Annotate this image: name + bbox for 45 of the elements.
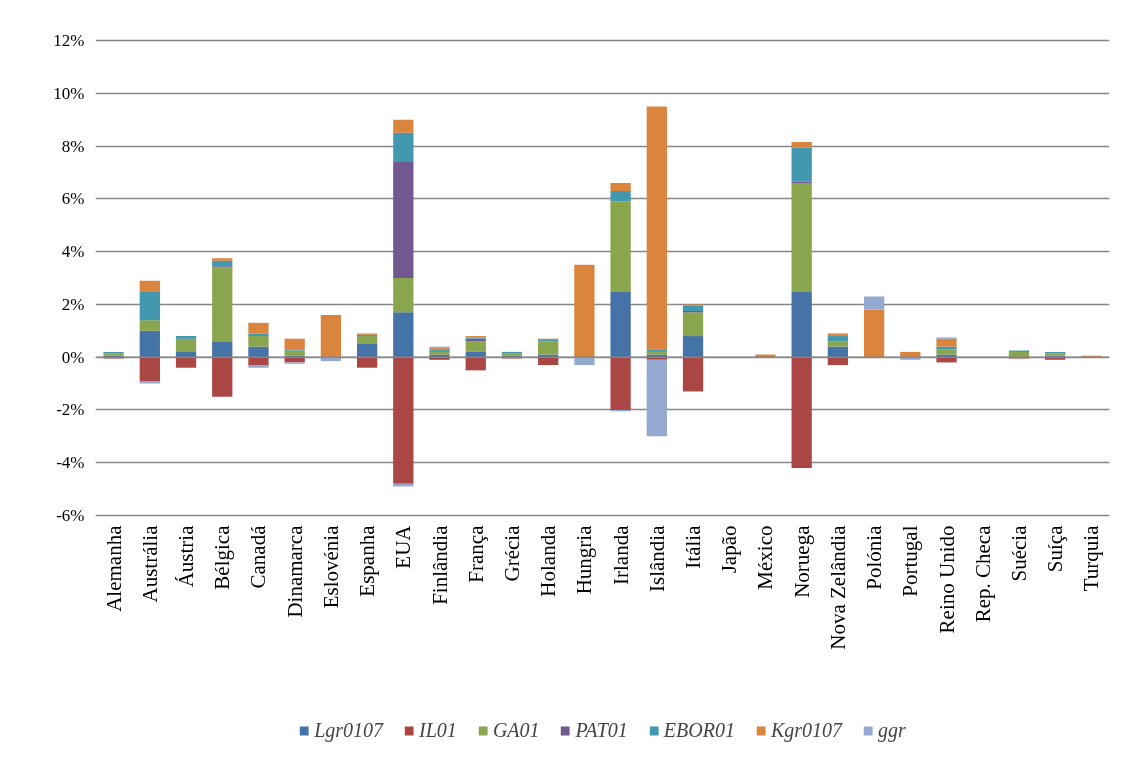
x-tick-label: Reino Unido: [934, 525, 959, 634]
legend-label: EBOR01: [663, 719, 735, 742]
x-tick-label: Dinamarca: [282, 524, 307, 618]
x-tick-label: Rep. Checa: [970, 524, 995, 623]
x-tick-label: Turquia: [1079, 524, 1104, 592]
y-tick-label: 2%: [61, 294, 85, 314]
y-tick-label: -2%: [56, 400, 85, 420]
x-tick-label: Hungria: [572, 524, 597, 595]
y-tick-label: 0%: [61, 347, 85, 367]
x-tick-label: Grécia: [499, 524, 524, 582]
legend-label: PAT01: [575, 719, 628, 742]
legend-label: IL01: [419, 719, 457, 742]
x-tick-label: Canadá: [246, 524, 271, 589]
x-tick-label: Eslovénia: [318, 524, 343, 609]
x-tick-label: Japão: [717, 525, 742, 574]
y-tick-label: -6%: [56, 506, 85, 525]
legend-label: GA01: [492, 719, 540, 742]
legend-label: Lgr0107: [314, 719, 384, 742]
x-tick-label: Austrália: [137, 524, 162, 603]
x-tick-label: Portugal: [898, 525, 923, 597]
x-tick-label: Holanda: [536, 524, 561, 597]
y-tick-label: 12%: [53, 31, 85, 50]
x-tick-label: EUA: [391, 524, 416, 569]
y-tick-label: -4%: [56, 453, 85, 473]
x-tick-label: Bélgica: [210, 524, 235, 590]
x-tick-label: Polónia: [862, 524, 887, 590]
y-tick-label: 6%: [61, 189, 85, 209]
y-tick-label: 4%: [61, 242, 85, 262]
x-tick-label: França: [463, 524, 488, 583]
legend-label: ggr: [878, 719, 906, 742]
x-tick-label: Noruega: [789, 524, 814, 598]
x-tick-label: México: [753, 525, 778, 590]
x-tick-label: Alemanha: [101, 524, 126, 612]
legend-label: Kgr0107: [770, 719, 843, 742]
x-tick-label: Suécia: [1006, 524, 1031, 582]
x-tick-label: Nova Zelândia: [825, 524, 850, 650]
x-tick-label: Islândia: [644, 524, 669, 592]
y-tick-label: 10%: [53, 83, 85, 103]
y-tick-label: 8%: [61, 136, 85, 156]
x-tick-label: Espanha: [355, 524, 380, 597]
x-tick-label: Áustria: [174, 524, 199, 588]
x-tick-label: Suíça: [1043, 524, 1068, 573]
x-tick-label: Itália: [681, 524, 706, 569]
x-tick-label: Finlândia: [427, 524, 452, 605]
x-tick-label: Irlanda: [608, 524, 633, 585]
